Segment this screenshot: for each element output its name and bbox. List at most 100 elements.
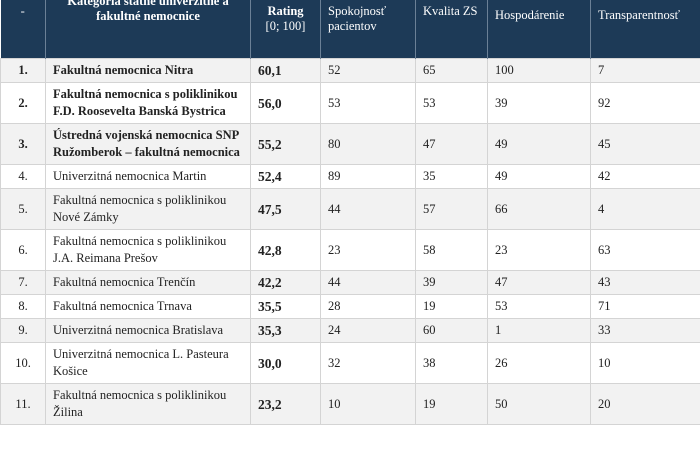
economy-header: Hospodárenie bbox=[487, 0, 591, 59]
category-header: Kategória štátne univerzitné a fakultné … bbox=[45, 0, 251, 59]
rank-cell: 11. bbox=[0, 383, 46, 425]
economy-cell: 26 bbox=[487, 342, 591, 384]
economy-cell: 39 bbox=[487, 82, 591, 124]
quality-cell: 19 bbox=[415, 294, 488, 319]
quality-cell: 53 bbox=[415, 82, 488, 124]
rating-cell: 30,0 bbox=[250, 342, 321, 384]
rating-header: Rating [0; 100] bbox=[250, 0, 321, 59]
rank-header: - bbox=[0, 0, 46, 59]
name-cell: Fakultná nemocnica s poliklinikou Nové Z… bbox=[45, 188, 251, 230]
rating-cell: 35,3 bbox=[250, 318, 321, 343]
satisfaction-cell: 44 bbox=[320, 188, 416, 230]
table-row: 8. Fakultná nemocnica Trnava 35,5 28 19 53 71 bbox=[0, 294, 700, 319]
table-row: 10. Univerzitná nemocnica L. Pasteura Koš… bbox=[0, 342, 700, 384]
table-body: 1. Fakultná nemocnica Nitra 60,1 52 65 100 7 2.… bbox=[0, 58, 700, 425]
quality-cell: 58 bbox=[415, 229, 488, 271]
quality-cell: 65 bbox=[415, 58, 488, 83]
economy-cell: 23 bbox=[487, 229, 591, 271]
satisfaction-cell: 89 bbox=[320, 164, 416, 189]
rating-cell: 42,2 bbox=[250, 270, 321, 295]
quality-cell: 39 bbox=[415, 270, 488, 295]
rank-cell: 5. bbox=[0, 188, 46, 230]
transparency-cell: 71 bbox=[590, 294, 700, 319]
name-cell: Univerzitná nemocnica L. Pasteura Košice bbox=[45, 342, 251, 384]
rating-cell: 52,4 bbox=[250, 164, 321, 189]
economy-cell: 1 bbox=[487, 318, 591, 343]
economy-cell: 49 bbox=[487, 164, 591, 189]
rating-cell: 47,5 bbox=[250, 188, 321, 230]
economy-cell: 53 bbox=[487, 294, 591, 319]
rank-cell: 3. bbox=[0, 123, 46, 165]
name-cell: Fakultná nemocnica Trnava bbox=[45, 294, 251, 319]
table-row: 5. Fakultná nemocnica s poliklinikou Nové… bbox=[0, 188, 700, 230]
economy-cell: 49 bbox=[487, 123, 591, 165]
table-row: 7. Fakultná nemocnica Trenčín 42,2 44 39 47 43 bbox=[0, 270, 700, 295]
name-cell: Ústredná vojenská nemocnica SNP Ružomber… bbox=[45, 123, 251, 165]
rating-cell: 42,8 bbox=[250, 229, 321, 271]
economy-cell: 50 bbox=[487, 383, 591, 425]
name-cell: Fakultná nemocnica s poliklinikou J.A. R… bbox=[45, 229, 251, 271]
transparency-header: Transparentnosť bbox=[590, 0, 700, 59]
economy-cell: 100 bbox=[487, 58, 591, 83]
transparency-cell: 33 bbox=[590, 318, 700, 343]
satisfaction-header: Spokojnosť pacientov bbox=[320, 0, 416, 59]
rank-cell: 7. bbox=[0, 270, 46, 295]
satisfaction-cell: 53 bbox=[320, 82, 416, 124]
table-row: 9. Univerzitná nemocnica Bratislava 35,3 24… bbox=[0, 318, 700, 343]
satisfaction-cell: 44 bbox=[320, 270, 416, 295]
rating-title: Rating bbox=[267, 4, 304, 18]
transparency-cell: 63 bbox=[590, 229, 700, 271]
table-row: 11. Fakultná nemocnica s poliklinikou Žil… bbox=[0, 383, 700, 425]
table-row: 1. Fakultná nemocnica Nitra 60,1 52 65 100 7 bbox=[0, 58, 700, 83]
transparency-cell: 45 bbox=[590, 123, 700, 165]
satisfaction-cell: 32 bbox=[320, 342, 416, 384]
satisfaction-cell: 52 bbox=[320, 58, 416, 83]
name-cell: Fakultná nemocnica s poliklinikou F.D. R… bbox=[45, 82, 251, 124]
ranking-table: - Kategória štátne univerzitné a fakultn… bbox=[0, 0, 700, 425]
transparency-cell: 43 bbox=[590, 270, 700, 295]
transparency-cell: 10 bbox=[590, 342, 700, 384]
transparency-cell: 92 bbox=[590, 82, 700, 124]
table-row: 4. Univerzitná nemocnica Martin 52,4 89 35 49… bbox=[0, 164, 700, 189]
table-row: 3. Ústredná vojenská nemocnica SNP Ružomb… bbox=[0, 123, 700, 165]
rank-cell: 4. bbox=[0, 164, 46, 189]
economy-cell: 47 bbox=[487, 270, 591, 295]
rank-cell: 6. bbox=[0, 229, 46, 271]
transparency-cell: 20 bbox=[590, 383, 700, 425]
rating-scale: [0; 100] bbox=[265, 19, 306, 33]
name-cell: Fakultná nemocnica Trenčín bbox=[45, 270, 251, 295]
header-row: - Kategória štátne univerzitné a fakultn… bbox=[0, 0, 700, 59]
rank-cell: 1. bbox=[0, 58, 46, 83]
transparency-cell: 4 bbox=[590, 188, 700, 230]
quality-cell: 47 bbox=[415, 123, 488, 165]
rating-cell: 56,0 bbox=[250, 82, 321, 124]
satisfaction-cell: 24 bbox=[320, 318, 416, 343]
name-cell: Univerzitná nemocnica Bratislava bbox=[45, 318, 251, 343]
rank-cell: 9. bbox=[0, 318, 46, 343]
rating-cell: 60,1 bbox=[250, 58, 321, 83]
rank-cell: 2. bbox=[0, 82, 46, 124]
quality-cell: 60 bbox=[415, 318, 488, 343]
name-cell: Univerzitná nemocnica Martin bbox=[45, 164, 251, 189]
rank-cell: 8. bbox=[0, 294, 46, 319]
satisfaction-cell: 10 bbox=[320, 383, 416, 425]
quality-cell: 38 bbox=[415, 342, 488, 384]
table-row: 6. Fakultná nemocnica s poliklinikou J.A.… bbox=[0, 229, 700, 271]
satisfaction-cell: 23 bbox=[320, 229, 416, 271]
rating-cell: 55,2 bbox=[250, 123, 321, 165]
quality-cell: 35 bbox=[415, 164, 488, 189]
table-row: 2. Fakultná nemocnica s poliklinikou F.D.… bbox=[0, 82, 700, 124]
name-cell: Fakultná nemocnica Nitra bbox=[45, 58, 251, 83]
transparency-cell: 7 bbox=[590, 58, 700, 83]
rating-cell: 35,5 bbox=[250, 294, 321, 319]
rating-cell: 23,2 bbox=[250, 383, 321, 425]
name-cell: Fakultná nemocnica s poliklinikou Žilina bbox=[45, 383, 251, 425]
economy-cell: 66 bbox=[487, 188, 591, 230]
transparency-cell: 42 bbox=[590, 164, 700, 189]
satisfaction-cell: 80 bbox=[320, 123, 416, 165]
quality-cell: 57 bbox=[415, 188, 488, 230]
quality-cell: 19 bbox=[415, 383, 488, 425]
satisfaction-cell: 28 bbox=[320, 294, 416, 319]
rank-cell: 10. bbox=[0, 342, 46, 384]
